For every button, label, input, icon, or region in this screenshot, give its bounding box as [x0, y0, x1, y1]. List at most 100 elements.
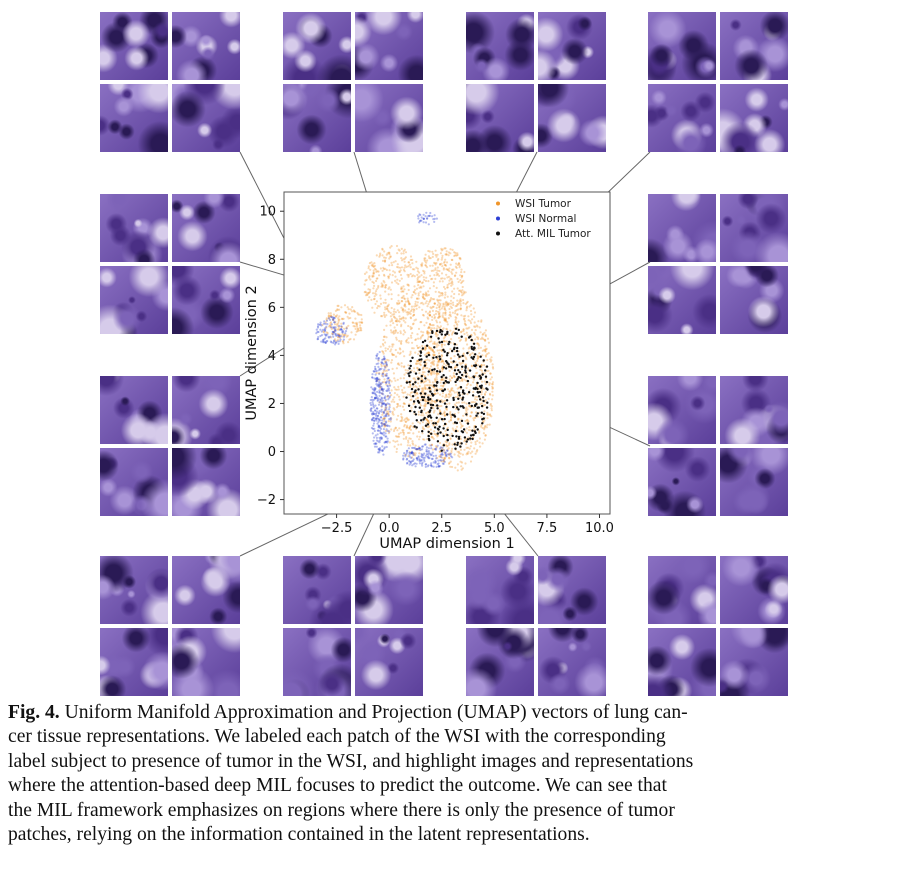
cloud-point [332, 318, 335, 321]
cloud-point [374, 268, 378, 271]
cloud-point [389, 329, 393, 332]
cloud-point [386, 429, 389, 432]
mil-point [420, 374, 423, 378]
cloud-point [325, 326, 328, 329]
cloud-point [426, 455, 429, 459]
cloud-point [435, 217, 438, 220]
mil-point [457, 328, 460, 332]
cloud-point [371, 413, 374, 416]
mil-point [420, 419, 423, 422]
cloud-point [384, 290, 387, 293]
cloud-point [370, 410, 373, 413]
cloud-point [407, 459, 411, 463]
cloud-point [411, 314, 415, 317]
cloud-point [422, 296, 425, 299]
cloud-point [323, 340, 326, 344]
cloud-point [405, 437, 408, 440]
cloud-point [378, 305, 381, 308]
cloud-point [379, 416, 382, 419]
cloud-point [383, 281, 386, 284]
cloud-point [359, 321, 362, 324]
cloud-point [387, 410, 390, 413]
cloud-point [457, 262, 460, 265]
cloud-point [379, 419, 382, 422]
cloud-point [377, 304, 380, 308]
cloud-point [432, 424, 435, 427]
cloud-point [338, 334, 341, 337]
mil-point [442, 348, 445, 352]
cloud-point [383, 335, 386, 338]
cloud-point [319, 323, 322, 326]
cloud-point [427, 331, 430, 334]
cloud-point [407, 418, 410, 421]
cloud-point [416, 396, 419, 399]
cloud-point [385, 336, 388, 339]
cloud-point [431, 363, 434, 366]
cloud-point [480, 320, 483, 323]
cloud-point [378, 426, 381, 429]
cloud-point [465, 406, 468, 409]
cloud-point [405, 451, 408, 454]
cloud-point [352, 309, 355, 312]
cloud-point [452, 429, 455, 432]
mil-point [433, 384, 436, 387]
cloud-point [380, 392, 383, 395]
cloud-point [371, 391, 374, 394]
cloud-point [402, 437, 405, 440]
cloud-point [421, 461, 424, 464]
cloud-point [447, 317, 450, 320]
cloud-point [325, 319, 329, 322]
cloud-point [436, 266, 439, 269]
cloud-point [481, 442, 484, 445]
cloud-point [417, 276, 420, 279]
cloud-point [409, 334, 413, 337]
cloud-point [411, 391, 414, 394]
cloud-point [338, 327, 341, 330]
cloud-point [432, 353, 435, 356]
cloud-point [338, 333, 341, 336]
cloud-point [408, 431, 411, 434]
cloud-point [331, 331, 334, 334]
cloud-point [404, 420, 407, 423]
cloud-point [363, 272, 367, 275]
cloud-point [446, 453, 449, 456]
cloud-point [375, 407, 378, 410]
cloud-point [425, 418, 428, 421]
mil-point [480, 386, 483, 389]
cloud-point [411, 332, 414, 335]
cloud-point [448, 307, 451, 311]
cloud-point [398, 249, 401, 252]
cloud-point [473, 321, 476, 324]
cloud-point [342, 330, 345, 333]
cloud-point [423, 324, 426, 327]
cloud-point [379, 382, 382, 385]
cloud-point [486, 423, 489, 426]
cloud-point [400, 259, 404, 262]
cloud-point [444, 451, 447, 454]
cloud-point [426, 367, 429, 370]
cloud-point [419, 448, 422, 452]
cloud-point [483, 393, 487, 396]
cloud-point [411, 464, 414, 467]
cloud-point [436, 434, 440, 437]
cloud-point [424, 310, 428, 313]
cloud-point [422, 381, 425, 384]
mil-point [451, 349, 454, 353]
cloud-point [425, 400, 428, 403]
cloud-point [457, 262, 460, 265]
cloud-point [337, 336, 340, 339]
mil-point [439, 431, 442, 434]
cloud-point [378, 380, 381, 384]
cloud-point [326, 332, 329, 335]
cloud-point [384, 409, 387, 412]
cloud-point [402, 366, 406, 369]
cloud-point [408, 451, 411, 454]
cloud-point [451, 447, 454, 450]
mil-point [419, 392, 422, 395]
cloud-point [377, 286, 380, 289]
mil-point [430, 406, 433, 410]
cloud-point [416, 393, 419, 396]
cloud-point [491, 386, 494, 389]
cloud-point [416, 267, 419, 270]
cloud-point [469, 415, 472, 418]
